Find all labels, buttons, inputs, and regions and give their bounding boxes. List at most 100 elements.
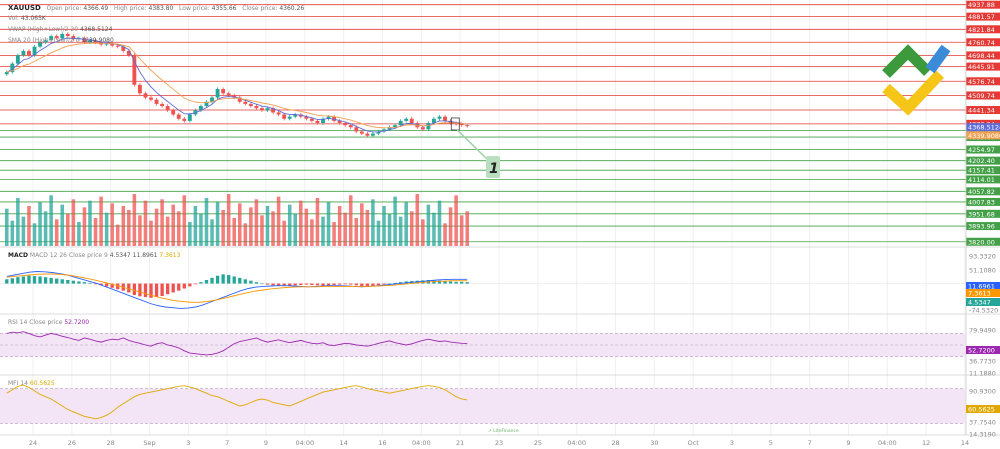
- volume-bar: [16, 198, 20, 246]
- x-tick-label: Sep: [143, 439, 155, 447]
- price-level-label: 3951.68: [968, 210, 995, 218]
- price-level-tag: [966, 187, 1000, 196]
- volume-bar: [276, 196, 281, 246]
- candle-body: [215, 89, 220, 98]
- candle-body: [27, 50, 31, 56]
- macd-hist-bar: [38, 276, 42, 284]
- price-level-label: 3893.96: [968, 223, 995, 231]
- annotation-label: 1: [489, 161, 499, 177]
- candle-body: [21, 50, 26, 56]
- header-line-1: XAUUSD Open price: 4366.49 High price: 4…: [8, 4, 304, 13]
- candle-body: [282, 114, 287, 119]
- logo-green-chevron: [882, 44, 932, 78]
- candle-body: [243, 101, 248, 104]
- rsi-tick-label: 79.9490: [969, 327, 996, 335]
- macd-hist-bar: [443, 281, 447, 284]
- price-level-label: 4254.97: [968, 146, 995, 154]
- macd-hist-bar: [49, 277, 53, 284]
- candle-body: [254, 106, 259, 109]
- price-level-label: 3820.00: [968, 238, 995, 246]
- candle-body: [143, 93, 148, 98]
- candle-body: [276, 112, 281, 115]
- volume-bar: [82, 207, 87, 246]
- volume-bar: [249, 207, 253, 246]
- macd-tick-label: -74.5320: [969, 307, 998, 315]
- price-level-tag: [966, 51, 1000, 60]
- macd-hist-bar: [104, 283, 109, 287]
- price-level-label: 4114.01: [968, 176, 995, 184]
- candle-body: [43, 40, 48, 43]
- candle-body: [431, 118, 436, 123]
- price-level-label: 4509.74: [968, 92, 995, 100]
- volume-bar: [321, 216, 325, 246]
- macd-pane-label: MACD MACD 12 26 Close price 9 4.5347 11.…: [8, 252, 180, 259]
- price-level-label: 4881.57: [968, 13, 995, 21]
- macd-hist-bar: [304, 283, 309, 285]
- price-level-tag: [966, 12, 1000, 21]
- candle-body: [60, 33, 65, 39]
- macd-hist-bar: [299, 283, 303, 285]
- logo-blue-bar: [925, 44, 951, 74]
- macd-hist-bar: [32, 276, 37, 284]
- macd-hist-bar: [82, 282, 87, 284]
- candle-body: [4, 72, 9, 75]
- vol-value: 43.065K: [20, 15, 46, 22]
- volume-bar: [132, 194, 137, 246]
- volume-bar: [204, 198, 209, 246]
- volume-bar: [199, 214, 203, 246]
- x-tick-label: 16: [378, 439, 386, 447]
- mfi-tick-label: 37.7540: [969, 419, 996, 427]
- macd-hist-bar: [160, 283, 164, 296]
- watermark-label: ↗ LiteFinance: [488, 428, 519, 434]
- macd-tick-tag: [966, 289, 1000, 297]
- candle-body: [287, 116, 292, 119]
- sma-value: 1239.9080: [81, 37, 114, 44]
- macd-hist-bar: [437, 280, 442, 284]
- header-line-4: SMA 20 (High+Low)/2 0 1239.9080: [8, 37, 114, 45]
- price-level-label: 4698.44: [968, 52, 995, 60]
- header-line-2: Vol: 43.065K: [8, 15, 46, 23]
- candle-body: [382, 129, 386, 132]
- candle-body: [404, 118, 409, 121]
- volume-bar: [160, 199, 164, 246]
- macd-hist-bar: [43, 277, 48, 284]
- vol-label: Vol:: [8, 15, 19, 22]
- volume-bar: [421, 219, 425, 246]
- header-line-3: VWAP (High+Low)/2 20 4368.5124: [8, 26, 112, 34]
- volume-bar: [254, 199, 259, 246]
- candle-body: [237, 97, 242, 102]
- volume-bar: [404, 202, 408, 246]
- candle-body: [171, 110, 176, 115]
- volume-bar: [38, 202, 42, 246]
- candle-body: [398, 120, 403, 126]
- macd-hist-bar: [271, 283, 275, 286]
- volume-bar: [393, 196, 397, 246]
- macd-hist-bar: [288, 283, 292, 286]
- candle-body: [15, 55, 20, 64]
- price-level-tag: [966, 156, 1000, 165]
- macd-hist-bar: [382, 283, 386, 285]
- x-tick-label: 26: [68, 439, 76, 447]
- x-tick-label: 30: [650, 439, 658, 447]
- x-tick-label: 28: [611, 439, 619, 447]
- symbol-label: XAUUSD: [8, 4, 41, 12]
- macd-hist-bar: [371, 283, 375, 286]
- open-value: 4366.49: [83, 5, 109, 12]
- x-tick-label: 04:00: [412, 439, 431, 447]
- volume-bar: [88, 200, 92, 246]
- price-level-label: 4760.74: [968, 39, 995, 47]
- price-level-tag: [966, 197, 1000, 206]
- volume-bar: [127, 210, 131, 246]
- macd-hist-bar: [360, 283, 364, 287]
- macd-hist-bar: [393, 282, 397, 284]
- macd-hist-bar: [398, 282, 403, 284]
- candle-body: [437, 116, 442, 119]
- candle-body: [365, 133, 370, 136]
- price-level-label: 4576.74: [968, 78, 995, 86]
- macd-hist-bar: [265, 283, 270, 285]
- x-tick-label: 14: [961, 439, 969, 447]
- volume-bar: [71, 199, 76, 246]
- volume-bar: [21, 216, 26, 246]
